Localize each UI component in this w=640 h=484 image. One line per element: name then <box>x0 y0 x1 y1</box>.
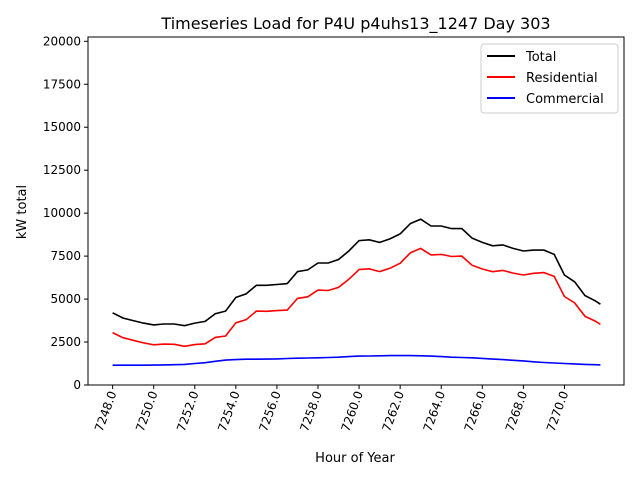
y-tick-label: 0 <box>73 378 81 392</box>
y-tick-label: 7500 <box>50 249 81 263</box>
legend-box <box>480 43 619 114</box>
y-tick-label: 20000 <box>43 34 81 48</box>
y-tick-label: 10000 <box>43 206 81 220</box>
series-line-residential <box>112 247 601 348</box>
x-tick-label: 7256.0 <box>256 389 284 433</box>
x-tick-label: 7262.0 <box>379 389 407 433</box>
chart-title: Timeseries Load for P4U p4uhs13_1247 Day… <box>160 14 550 34</box>
x-tick-label: 7264.0 <box>421 389 449 433</box>
legend-label-residential: Residential <box>526 71 598 86</box>
legend-label-commercial: Commercial <box>526 92 604 107</box>
y-tick-label: 2500 <box>50 335 81 349</box>
x-tick-label: 7252.0 <box>174 389 202 433</box>
x-tick-label: 7254.0 <box>215 389 243 433</box>
x-tick-label: 7250.0 <box>133 389 161 433</box>
y-tick-label: 17500 <box>43 77 81 91</box>
x-tick-label: 7248.0 <box>92 389 120 433</box>
x-tick-label: 7260.0 <box>338 389 366 433</box>
x-tick-label: 7270.0 <box>544 389 572 433</box>
legend-label-total: Total <box>525 50 556 65</box>
y-tick-label: 5000 <box>50 292 81 306</box>
legend: Total Residential Commercial <box>480 43 619 114</box>
x-tick-label: 7266.0 <box>462 389 490 433</box>
y-axis-label: kW total <box>15 185 30 239</box>
y-tick-label: 12500 <box>43 163 81 177</box>
x-tick-label: 7258.0 <box>297 389 325 433</box>
x-axis-label: Hour of Year <box>315 451 395 466</box>
y-tick-label: 15000 <box>43 120 81 134</box>
plot-frame <box>87 36 625 386</box>
series-line-total <box>112 218 601 327</box>
x-tick-label: 7268.0 <box>503 389 531 433</box>
series-line-commercial <box>112 354 601 367</box>
